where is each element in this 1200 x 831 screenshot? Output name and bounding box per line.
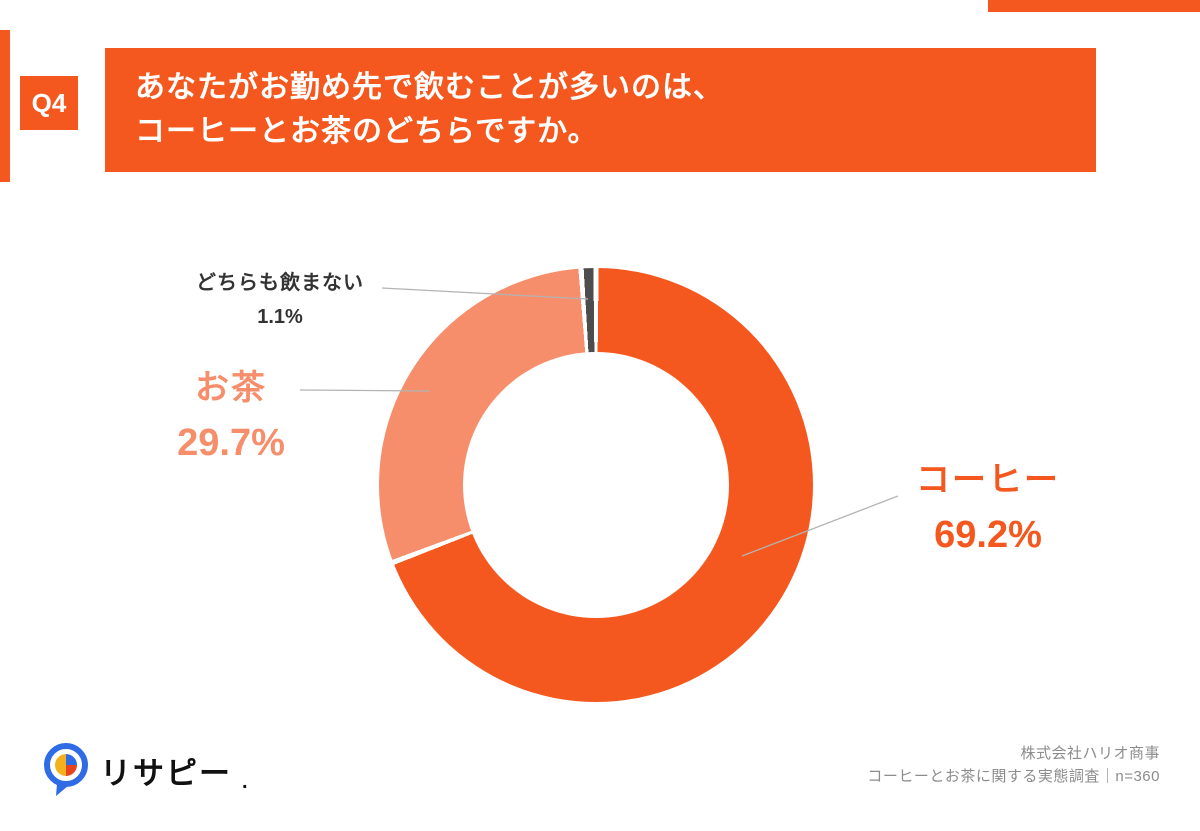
question-line-1: あなたがお勤め先で飲むことが多いのは、 xyxy=(135,70,724,104)
logo-pie-pin-icon xyxy=(44,743,88,796)
question-number-badge: Q4 xyxy=(20,76,78,130)
segment-value-none: 1.1% xyxy=(257,306,303,328)
segment-label-none: どちらも飲まない xyxy=(196,272,364,294)
source-note: 株式会社ハリオ商事 コーヒーとお茶に関する実態調査｜n=360 xyxy=(867,742,1160,789)
logo-text: リサピー xyxy=(100,755,232,791)
brand-logo: リサピー . xyxy=(42,742,248,798)
logo-dot: . xyxy=(242,771,248,793)
source-survey: コーヒーとお茶に関する実態調査｜n=360 xyxy=(867,768,1160,786)
question-line-2: コーヒーとお茶のどちらですか。 xyxy=(135,115,599,148)
top-right-accent-bar xyxy=(988,0,1200,12)
segment-label-tea: お茶 xyxy=(195,369,267,407)
source-company: 株式会社ハリオ商事 xyxy=(1020,745,1160,762)
segment-value-tea: 29.7% xyxy=(177,422,285,464)
donut-chart-hole xyxy=(463,352,729,618)
segment-value-coffee: 69.2% xyxy=(934,514,1042,556)
left-accent-bar xyxy=(0,30,10,182)
callout-tea: お茶 29.7% xyxy=(146,360,316,465)
callout-coffee: コーヒー 69.2% xyxy=(893,452,1083,557)
segment-label-coffee: コーヒー xyxy=(916,461,1060,499)
callout-none: どちらも飲まない 1.1% xyxy=(180,266,380,329)
question-number: Q4 xyxy=(31,87,67,118)
question-banner: あなたがお勤め先で飲むことが多いのは、 コーヒーとお茶のどちらですか。 xyxy=(105,48,1096,172)
